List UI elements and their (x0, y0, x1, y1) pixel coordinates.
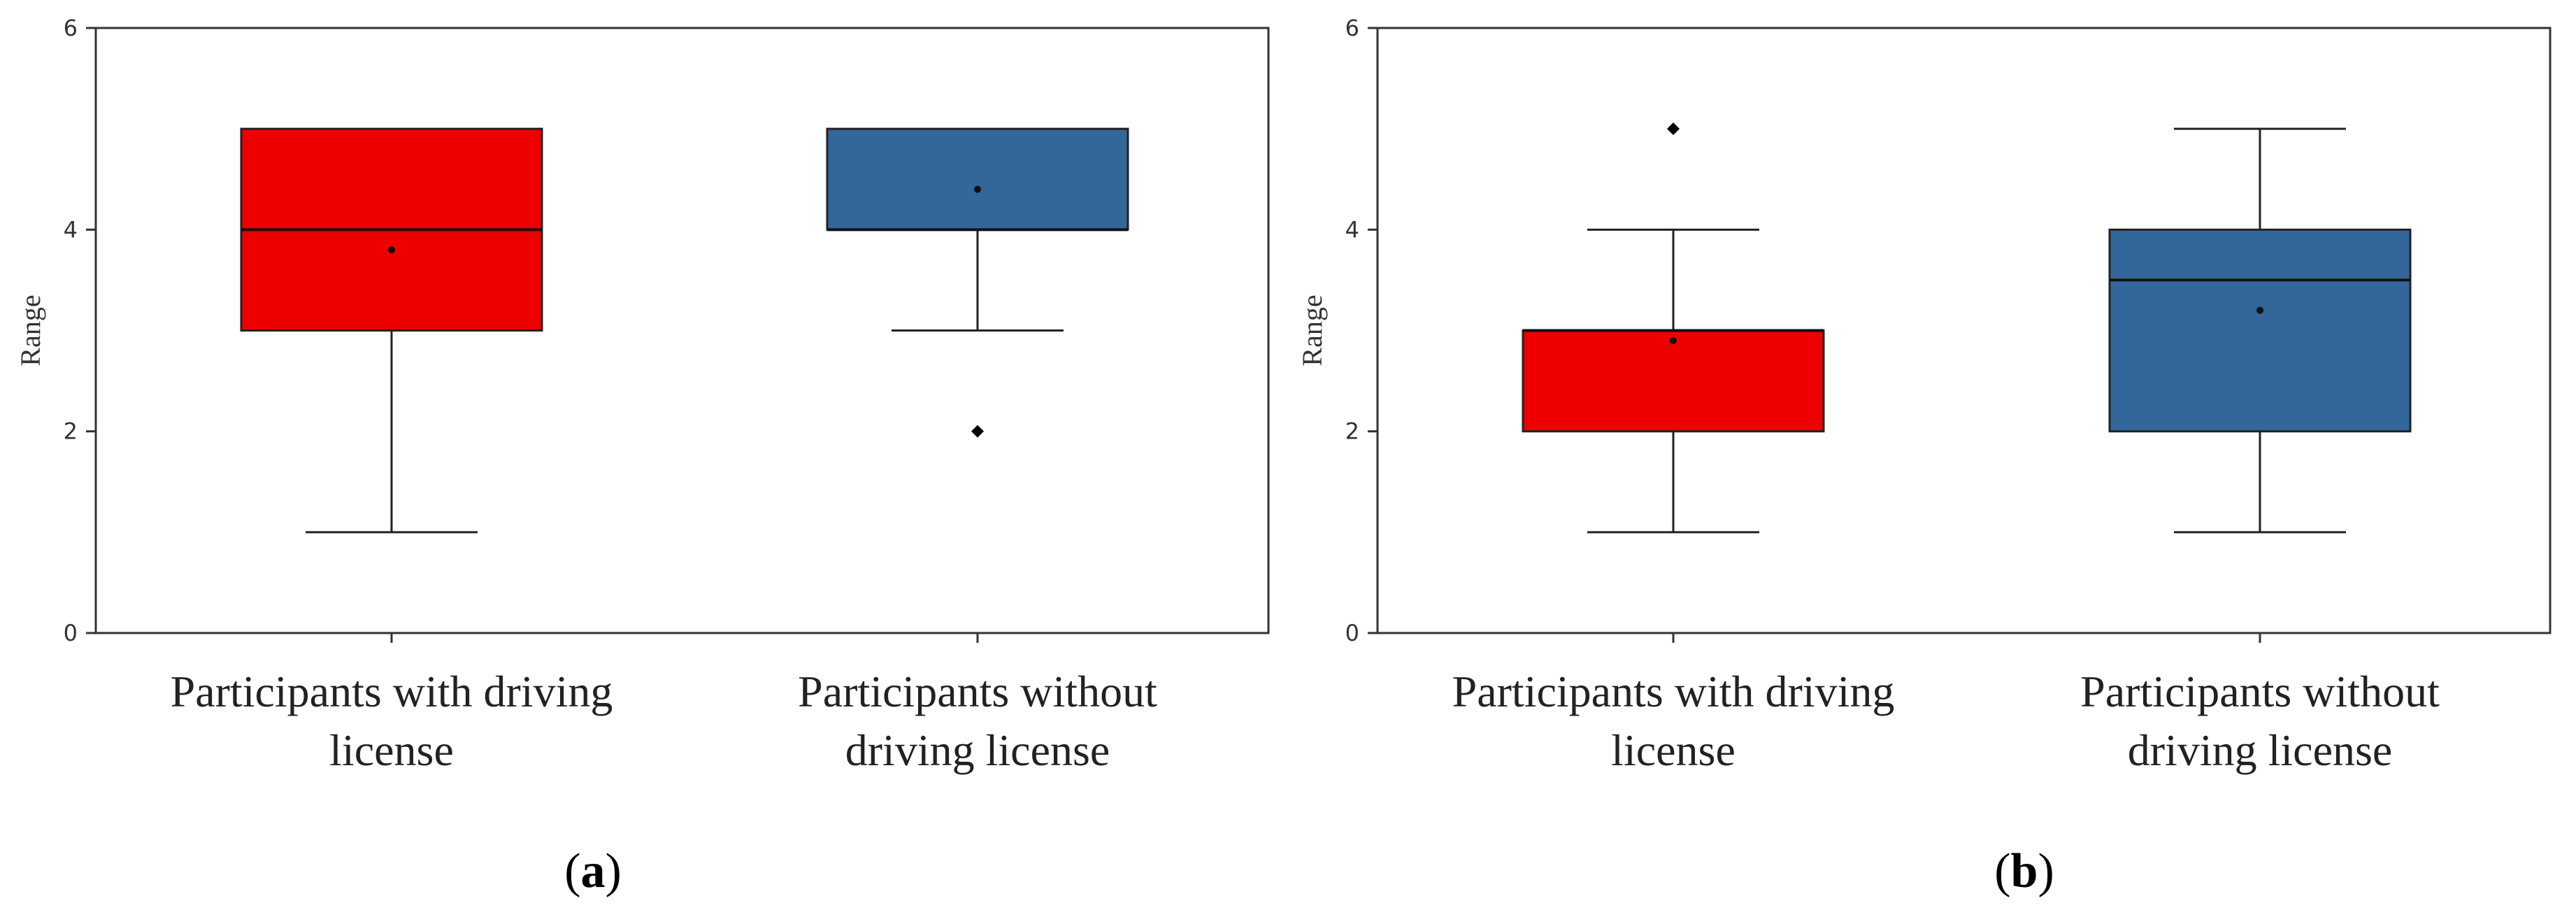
plot-frame (94, 27, 1270, 634)
x-category-label-line: license (329, 725, 454, 775)
y-tick-label: 4 (1345, 216, 1359, 243)
outlier-marker (1667, 122, 1680, 136)
y-tick-label: 0 (64, 620, 78, 646)
y-axis-label: Range (1296, 294, 1328, 366)
y-tick-label: 4 (64, 216, 78, 243)
mean-marker (2256, 306, 2263, 314)
y-axis-label: Range (15, 294, 46, 366)
box-with-license: Participants with driving license (1452, 122, 1895, 775)
y-tick-label: 2 (64, 418, 78, 445)
x-category-label-line: license (1611, 725, 1736, 775)
x-category-label-line: driving license (845, 725, 1110, 775)
outlier-marker (971, 425, 984, 438)
mean-marker (1670, 336, 1677, 344)
chart-panel-a: 0 2 4 6 Range Participants with driving licens… (15, 15, 1270, 898)
box-body (826, 127, 1129, 231)
y-tick-label: 6 (64, 15, 78, 41)
box-with-license: Participants with driving license (171, 127, 613, 775)
chart-panel-b: 0 2 4 6 Range Participants with driving licens… (1296, 15, 2552, 898)
x-category-label-line: Participants with driving (1452, 667, 1895, 716)
panel-label: (a) (564, 844, 622, 898)
mean-marker (388, 246, 395, 254)
box-without-license: Participants without driving license (2080, 127, 2440, 775)
x-category-label-line: Participants without (798, 667, 1157, 716)
box-body (2108, 228, 2412, 433)
x-category-label-line: Participants with driving (171, 667, 613, 716)
x-category-label-line: driving license (2128, 725, 2393, 775)
box-body (1522, 329, 1825, 433)
mean-marker (974, 185, 981, 193)
box-without-license: Participants without driving license (798, 127, 1157, 775)
x-category-label-line: Participants without (2080, 667, 2440, 716)
y-tick-label: 2 (1345, 418, 1359, 445)
plot-frame (1376, 27, 2552, 634)
y-tick-label: 6 (1345, 15, 1359, 41)
panel-label: (b) (1994, 844, 2054, 898)
y-tick-label: 0 (1345, 620, 1359, 646)
